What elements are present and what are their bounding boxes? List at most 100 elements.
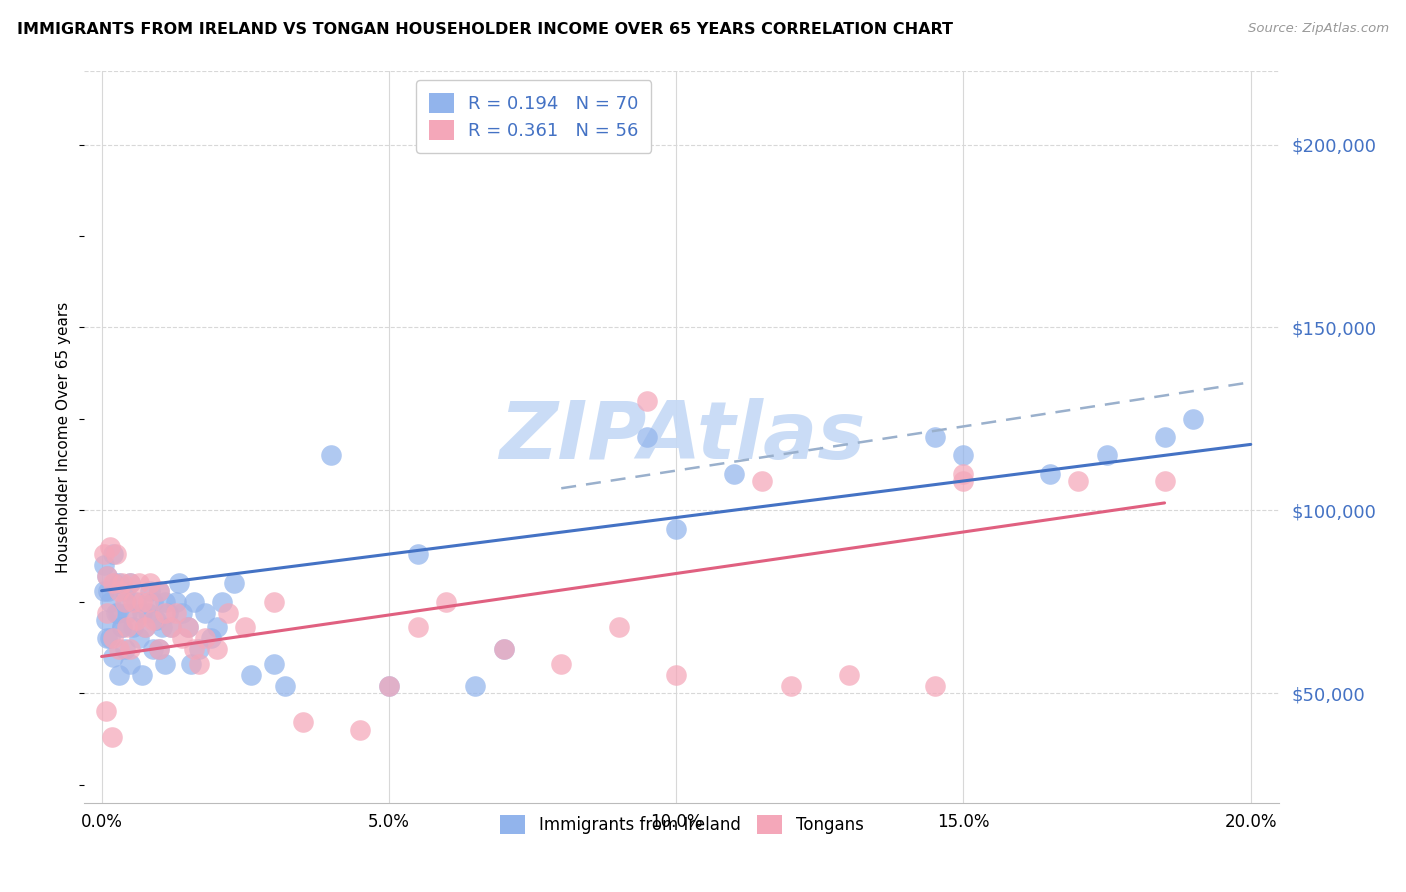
Point bbox=[98, 632, 121, 646]
Point bbox=[291, 715, 314, 730]
Point bbox=[142, 594, 165, 608]
Point bbox=[838, 667, 860, 681]
Point bbox=[1153, 430, 1175, 444]
Point bbox=[101, 632, 124, 646]
Point bbox=[205, 620, 228, 634]
Point bbox=[952, 467, 974, 481]
Point bbox=[117, 606, 139, 620]
Point bbox=[97, 583, 120, 598]
Point bbox=[142, 613, 165, 627]
Point bbox=[117, 620, 139, 634]
Point bbox=[139, 576, 162, 591]
Point bbox=[492, 642, 515, 657]
Point bbox=[139, 583, 162, 598]
Point bbox=[96, 569, 118, 583]
Point bbox=[952, 448, 974, 462]
Point bbox=[153, 606, 176, 620]
Point bbox=[153, 657, 176, 671]
Point bbox=[134, 620, 156, 634]
Point bbox=[93, 547, 115, 561]
Point bbox=[114, 594, 136, 608]
Point bbox=[194, 606, 217, 620]
Point bbox=[98, 540, 121, 554]
Point bbox=[108, 576, 131, 591]
Point bbox=[636, 430, 658, 444]
Point bbox=[104, 547, 127, 561]
Point bbox=[107, 606, 129, 620]
Point bbox=[114, 594, 136, 608]
Point bbox=[240, 667, 263, 681]
Point bbox=[205, 642, 228, 657]
Point bbox=[406, 547, 429, 561]
Point bbox=[101, 547, 124, 561]
Point bbox=[665, 521, 688, 535]
Point bbox=[145, 613, 167, 627]
Point bbox=[159, 620, 181, 634]
Point bbox=[183, 642, 205, 657]
Point bbox=[200, 632, 222, 646]
Point bbox=[148, 642, 170, 657]
Point bbox=[211, 594, 233, 608]
Point bbox=[111, 620, 134, 634]
Point bbox=[188, 642, 211, 657]
Text: Source: ZipAtlas.com: Source: ZipAtlas.com bbox=[1249, 22, 1389, 36]
Point bbox=[780, 679, 803, 693]
Point bbox=[607, 620, 630, 634]
Point bbox=[136, 594, 159, 608]
Point bbox=[183, 594, 205, 608]
Point bbox=[114, 583, 136, 598]
Point bbox=[1095, 448, 1118, 462]
Point bbox=[165, 606, 187, 620]
Point bbox=[222, 576, 245, 591]
Point bbox=[723, 467, 745, 481]
Point bbox=[96, 632, 118, 646]
Point bbox=[378, 679, 401, 693]
Point bbox=[233, 620, 256, 634]
Point bbox=[101, 649, 124, 664]
Point bbox=[131, 594, 153, 608]
Point bbox=[924, 430, 946, 444]
Point bbox=[104, 606, 127, 620]
Point bbox=[464, 679, 486, 693]
Point bbox=[131, 606, 153, 620]
Point bbox=[153, 594, 176, 608]
Point bbox=[103, 576, 125, 591]
Point bbox=[665, 667, 688, 681]
Point bbox=[263, 594, 285, 608]
Point bbox=[434, 594, 457, 608]
Point bbox=[128, 576, 150, 591]
Point bbox=[156, 606, 179, 620]
Point bbox=[96, 606, 118, 620]
Point bbox=[142, 642, 165, 657]
Point bbox=[170, 606, 193, 620]
Point bbox=[1039, 467, 1062, 481]
Point bbox=[177, 620, 200, 634]
Point bbox=[148, 583, 170, 598]
Point bbox=[1067, 474, 1090, 488]
Point bbox=[148, 642, 170, 657]
Y-axis label: Householder Income Over 65 years: Householder Income Over 65 years bbox=[56, 301, 72, 573]
Point bbox=[134, 620, 156, 634]
Point bbox=[125, 613, 148, 627]
Point bbox=[177, 620, 200, 634]
Point bbox=[148, 583, 170, 598]
Point bbox=[108, 667, 131, 681]
Point bbox=[349, 723, 371, 737]
Point bbox=[96, 613, 118, 627]
Point bbox=[114, 642, 136, 657]
Point bbox=[180, 657, 202, 671]
Point bbox=[120, 576, 142, 591]
Point bbox=[93, 558, 115, 573]
Point bbox=[952, 474, 974, 488]
Point bbox=[159, 620, 181, 634]
Point bbox=[188, 657, 211, 671]
Point bbox=[98, 594, 121, 608]
Point bbox=[122, 594, 145, 608]
Point bbox=[93, 583, 115, 598]
Point bbox=[167, 576, 190, 591]
Point bbox=[108, 583, 131, 598]
Point bbox=[128, 632, 150, 646]
Point bbox=[120, 642, 142, 657]
Point bbox=[120, 657, 142, 671]
Point bbox=[111, 576, 134, 591]
